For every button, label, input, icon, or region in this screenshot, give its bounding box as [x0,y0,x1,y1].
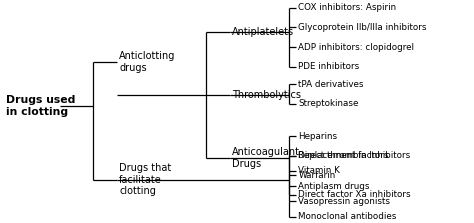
Text: Antiplasm drugs: Antiplasm drugs [298,182,370,191]
Text: Direct thrombin Inhibitors: Direct thrombin Inhibitors [298,151,410,160]
Text: PDE inhibitors: PDE inhibitors [298,62,359,71]
Text: Antiplatelets: Antiplatelets [232,27,294,37]
Text: Direct factor Xa inhibitors: Direct factor Xa inhibitors [298,190,411,199]
Text: Monoclonal antibodies: Monoclonal antibodies [298,212,397,221]
Text: Anticlotting
drugs: Anticlotting drugs [119,52,175,73]
Text: Heparins: Heparins [298,132,337,141]
Text: Streptokinase: Streptokinase [298,99,359,108]
Text: Drugs used
in clotting: Drugs used in clotting [6,95,75,117]
Text: Drugs that
facilitate
clotting: Drugs that facilitate clotting [119,163,172,196]
Text: Anticoagulant
Drugs: Anticoagulant Drugs [232,147,301,169]
Text: ADP inhibitors: clopidogrel: ADP inhibitors: clopidogrel [298,43,414,52]
Text: Warfarin: Warfarin [298,171,336,180]
Text: Vitamin K: Vitamin K [298,167,340,176]
Text: Glycoprotein IIb/IIIa inhibitors: Glycoprotein IIb/IIIa inhibitors [298,23,427,32]
Text: Replacement factors: Replacement factors [298,151,389,160]
Text: COX inhibitors: Aspirin: COX inhibitors: Aspirin [298,3,396,12]
Text: Vasopressin agonists: Vasopressin agonists [298,197,390,206]
Text: Thrombolytics: Thrombolytics [232,90,301,100]
Text: tPA derivatives: tPA derivatives [298,80,364,89]
